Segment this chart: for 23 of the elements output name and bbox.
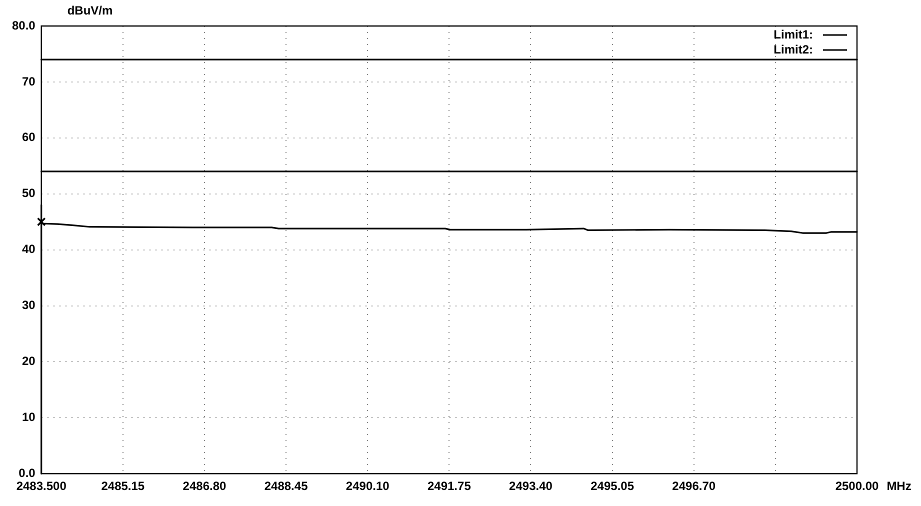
x-axis-title: MHz [886, 478, 912, 493]
x-tick-label: 2491.75 [427, 479, 472, 494]
y-tick-label: 60 [22, 130, 36, 144]
x-tick-label: 2485.15 [101, 479, 145, 494]
x-tick-label: 2495.05 [590, 479, 634, 494]
y-tick-label: 20 [22, 354, 36, 368]
x-tick-label: 2500.00 [835, 479, 880, 494]
y-tick-label: 10 [22, 410, 36, 424]
x-tick-label: 2488.45 [264, 479, 308, 494]
y-tick-label: 70 [22, 74, 36, 88]
y-tick-label: 30 [22, 298, 36, 312]
y-tick-label: 40 [22, 242, 36, 256]
y-tick-label: 0.0 [18, 466, 36, 480]
x-tick-label: 2496.70 [672, 479, 716, 494]
y-tick-label: 50 [22, 186, 36, 200]
x-tick-label: 2490.10 [346, 479, 390, 494]
legend-label: Limit2: [774, 42, 814, 56]
x-tick-label: 2486.80 [182, 479, 226, 494]
x-tick-label: 2483.500 [16, 479, 67, 494]
y-axis-title: dBuV/m [67, 3, 113, 18]
y-tick-label: 80.0 [12, 18, 36, 32]
legend-label: Limit1: [774, 27, 814, 42]
x-tick-label: 2493.40 [509, 479, 553, 494]
